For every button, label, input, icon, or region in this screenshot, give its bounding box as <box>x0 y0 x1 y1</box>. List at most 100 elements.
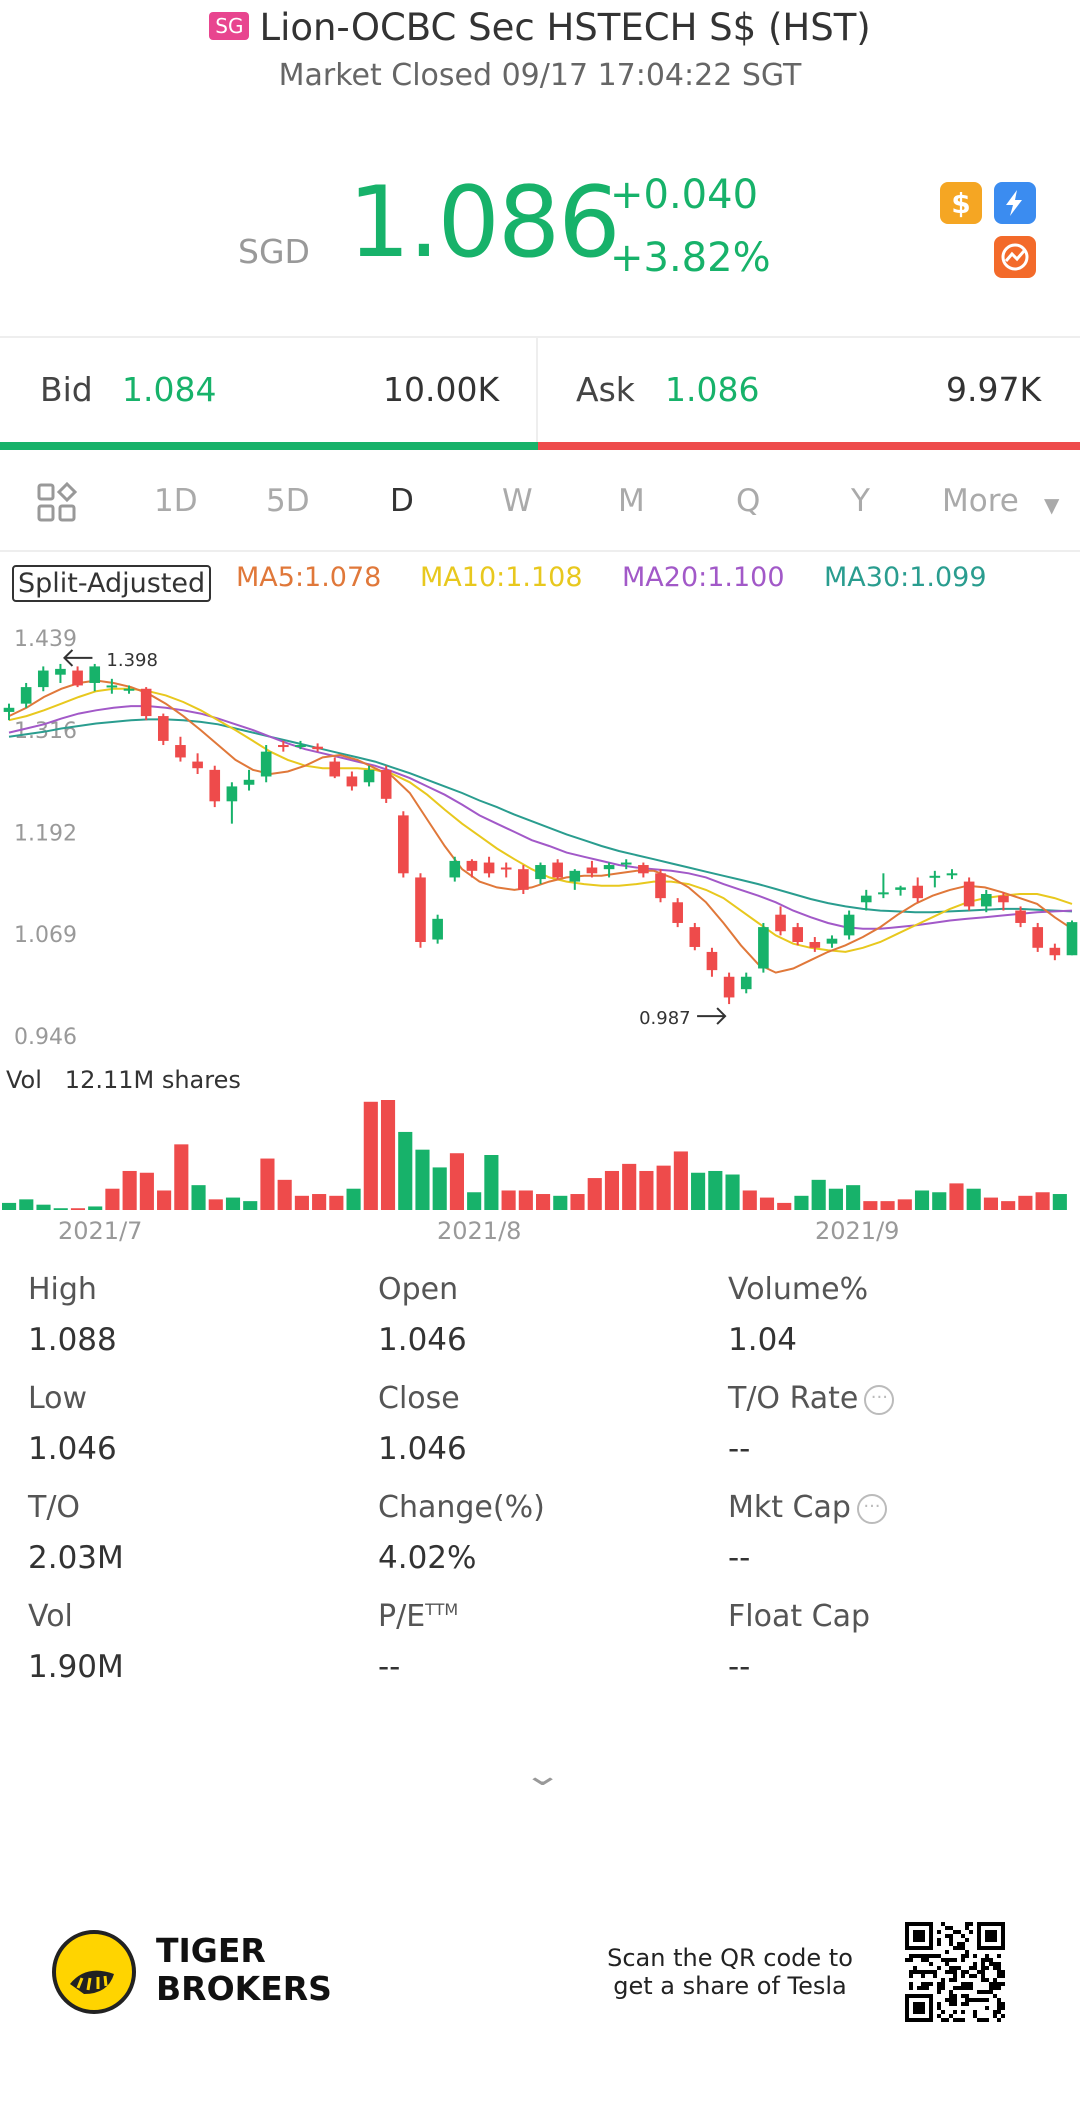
y-tick-label: 1.192 <box>14 821 77 846</box>
ma30-value: MA30:1.099 <box>824 562 987 593</box>
volume-bar <box>742 1190 757 1210</box>
info-icon[interactable]: ··· <box>856 1493 887 1524</box>
tab-1d[interactable]: 1D <box>154 483 198 519</box>
volume-bar <box>36 1204 51 1210</box>
candle <box>449 860 461 878</box>
volume-bar <box>846 1185 861 1210</box>
volume-bar <box>277 1179 292 1210</box>
candle <box>518 869 529 890</box>
candle <box>792 927 803 942</box>
candle <box>20 687 32 704</box>
volume-bar <box>432 1167 447 1210</box>
page-title: SG Lion-OCBC Sec HSTECH S$ (HST) <box>0 6 1080 49</box>
candle <box>912 885 924 899</box>
volume-bar <box>2 1202 17 1210</box>
volume-bar <box>983 1197 998 1210</box>
ma20-value: MA20:1.100 <box>622 562 785 593</box>
chevron-down-icon[interactable]: ▼ <box>1044 493 1060 517</box>
volume-bar <box>501 1190 516 1210</box>
stat-value: -- <box>728 1540 751 1576</box>
ma20-line <box>8 705 1073 930</box>
volume-bar <box>759 1197 775 1210</box>
volume-bar <box>966 1188 981 1210</box>
stat-label: Open <box>378 1272 459 1307</box>
volume-bar <box>260 1158 275 1210</box>
volume-bar <box>639 1170 654 1210</box>
candle <box>398 815 409 874</box>
volume-bar <box>725 1174 740 1210</box>
ask-volume: 9.97K <box>946 370 1042 409</box>
stat-value: 1.046 <box>28 1431 117 1467</box>
tab-more[interactable]: More <box>942 483 1019 519</box>
tab-q[interactable]: Q <box>736 483 761 519</box>
candle <box>329 761 341 777</box>
trend-icon[interactable] <box>994 236 1036 278</box>
stat-value: 1.04 <box>728 1322 798 1358</box>
candle <box>895 887 906 890</box>
stat-label: Vol <box>28 1599 73 1634</box>
stat-value: 1.90M <box>28 1649 124 1685</box>
volume-bar <box>243 1201 258 1210</box>
currency-label: SGD <box>238 232 310 271</box>
volume-label: Vol 12.11M shares <box>6 1066 241 1094</box>
candle <box>1032 927 1044 948</box>
candle <box>929 875 941 878</box>
volume-bar <box>828 1188 843 1210</box>
candle <box>55 668 66 675</box>
chart-layout-icon[interactable] <box>36 481 78 528</box>
candle <box>72 670 83 686</box>
volume-bar <box>622 1163 637 1210</box>
stat-value: -- <box>728 1431 751 1467</box>
stat-value: -- <box>378 1649 401 1685</box>
ask-strength-bar <box>538 442 1080 450</box>
ma5-value: MA5:1.078 <box>236 562 382 593</box>
volume-bar <box>191 1185 206 1210</box>
candle <box>37 670 49 688</box>
stat-value: 1.088 <box>28 1322 117 1358</box>
candle <box>740 976 752 990</box>
tab-y[interactable]: Y <box>851 483 870 519</box>
volume-bar <box>708 1170 723 1210</box>
volume-bar <box>1001 1201 1016 1210</box>
dollar-icon[interactable]: $ <box>940 182 982 224</box>
volume-bar <box>53 1208 68 1210</box>
ticker-title: Lion-OCBC Sec HSTECH S$ (HST) <box>259 6 871 49</box>
candle <box>878 892 889 895</box>
candle <box>826 938 838 944</box>
price-change: +0.040 <box>610 172 759 218</box>
split-adjusted-button[interactable]: Split-Adjusted <box>12 565 212 602</box>
candle <box>260 751 272 777</box>
volume-bar <box>604 1170 620 1210</box>
bid-strength-bar <box>0 442 538 450</box>
tab-m[interactable]: M <box>618 483 645 519</box>
candle <box>192 761 203 769</box>
info-icon[interactable]: ··· <box>864 1384 895 1415</box>
volume-bar <box>932 1192 947 1210</box>
tab-d[interactable]: D <box>390 483 414 519</box>
volume-bar <box>19 1199 34 1210</box>
volume-bar <box>294 1195 309 1210</box>
tab-5d[interactable]: 5D <box>266 483 310 519</box>
volume-bar <box>139 1172 154 1210</box>
expand-chevron-icon[interactable]: ⌄ <box>522 1758 563 1793</box>
tiger-logo-icon <box>52 1930 136 2014</box>
stat-label: Change(%) <box>378 1490 545 1525</box>
volume-bar <box>811 1179 826 1210</box>
candle <box>363 769 375 783</box>
volume-bar <box>673 1151 688 1210</box>
volume-bar <box>70 1208 86 1210</box>
candle <box>775 914 786 932</box>
volume-bar <box>1035 1192 1050 1210</box>
volume-bar <box>794 1195 809 1210</box>
flash-icon[interactable] <box>994 182 1036 224</box>
candle <box>860 895 872 903</box>
volume-bar <box>587 1178 602 1210</box>
high-marker-label: 1.398 <box>106 650 158 671</box>
volume-bar <box>122 1170 137 1210</box>
volume-bar <box>157 1190 172 1210</box>
candle <box>432 918 443 940</box>
tab-w[interactable]: W <box>502 483 533 519</box>
volume-bar <box>415 1149 430 1210</box>
candle <box>89 666 101 683</box>
